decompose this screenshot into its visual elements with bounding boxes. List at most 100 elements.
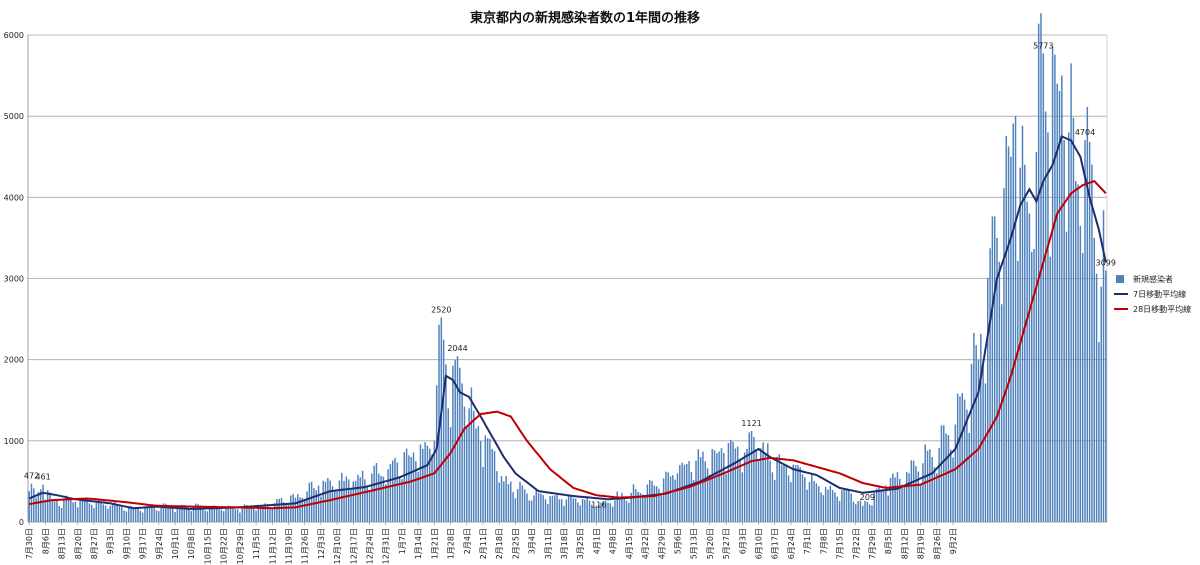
bar	[676, 473, 679, 522]
bar	[1017, 260, 1019, 522]
bar	[72, 502, 74, 522]
bar	[873, 492, 876, 522]
bar	[232, 506, 234, 522]
bar	[760, 448, 762, 522]
bar	[618, 497, 621, 522]
bar	[838, 500, 841, 522]
x-tick-label: 8月5日	[884, 528, 893, 554]
x-tick-label: 4月22日	[641, 528, 650, 559]
bar	[868, 504, 871, 522]
data-label-2520: 2520	[431, 306, 451, 315]
x-tick-label: 9月10日	[122, 528, 131, 559]
bar	[1058, 90, 1061, 523]
bar	[398, 476, 401, 522]
bar	[220, 509, 223, 522]
bar	[642, 494, 644, 522]
data-label-116: 116	[591, 501, 606, 510]
bar	[690, 472, 693, 522]
bar	[146, 506, 148, 522]
bar	[461, 383, 463, 522]
bar	[848, 489, 850, 522]
legend-label: 28日移動平均線	[1133, 304, 1191, 314]
bar	[660, 494, 663, 522]
x-tick-label: 8月6日	[41, 528, 50, 554]
bar	[100, 501, 102, 522]
bar	[567, 494, 570, 522]
y-tick-4000: 4000	[4, 193, 24, 202]
bar	[382, 476, 385, 522]
bar	[750, 431, 753, 522]
line-28day-average	[29, 179, 1107, 510]
bar	[1054, 54, 1056, 522]
bar	[699, 457, 702, 522]
bar	[387, 469, 389, 522]
bar	[614, 500, 616, 522]
bar	[639, 493, 642, 522]
bar	[280, 497, 283, 522]
bar	[632, 484, 635, 522]
bar	[521, 485, 524, 522]
bar	[961, 392, 964, 522]
bar	[980, 333, 982, 522]
bar	[202, 507, 204, 522]
bar	[764, 453, 767, 522]
bar	[799, 467, 801, 522]
bar	[419, 444, 422, 522]
legend: 新規感染者 7日移動平均線 28日移動平均線	[1114, 274, 1191, 314]
bar	[829, 485, 832, 522]
bar	[209, 507, 211, 522]
x-tick-label: 12月3日	[317, 528, 326, 559]
bar	[116, 504, 118, 522]
bar	[769, 460, 771, 522]
x-tick-label: 11月26日	[301, 528, 310, 564]
bar	[496, 471, 498, 522]
bar	[246, 505, 248, 522]
bar	[1063, 140, 1065, 522]
bar	[875, 488, 878, 522]
bar	[588, 500, 591, 522]
x-tick-label: 10月8日	[187, 528, 196, 559]
bar	[472, 410, 475, 522]
bar	[500, 476, 503, 522]
bar	[811, 474, 813, 522]
bar	[65, 495, 67, 522]
bar	[952, 457, 954, 522]
bar	[528, 500, 531, 522]
bar	[273, 503, 276, 522]
bar	[199, 505, 202, 522]
legend-label: 7日移動平均線	[1133, 289, 1186, 299]
bar	[547, 504, 549, 522]
x-tick-label: 8月12日	[900, 528, 909, 559]
bar	[767, 443, 769, 522]
bar	[139, 510, 142, 522]
bar	[454, 359, 456, 522]
bar	[114, 501, 116, 522]
bar	[294, 497, 297, 522]
bar	[255, 510, 257, 522]
bar	[130, 506, 132, 522]
bar	[470, 387, 473, 522]
line-7day-average	[28, 135, 1107, 511]
bar	[560, 499, 563, 522]
bar	[123, 510, 125, 522]
y-tick-1000: 1000	[4, 437, 24, 446]
bar	[556, 494, 558, 522]
bar	[192, 506, 195, 522]
bar	[938, 448, 940, 522]
bar	[401, 479, 403, 522]
bar	[586, 497, 588, 522]
bar	[723, 453, 725, 522]
bar	[489, 438, 491, 522]
bar	[757, 459, 760, 522]
bar	[748, 432, 750, 522]
bar	[148, 506, 151, 522]
bar	[1031, 251, 1033, 523]
bar	[834, 492, 836, 522]
bar	[181, 504, 183, 522]
bar	[239, 512, 241, 522]
x-tick-label: 12月31日	[382, 528, 391, 564]
bar	[174, 512, 176, 522]
bar	[936, 473, 938, 522]
bar	[503, 481, 505, 522]
